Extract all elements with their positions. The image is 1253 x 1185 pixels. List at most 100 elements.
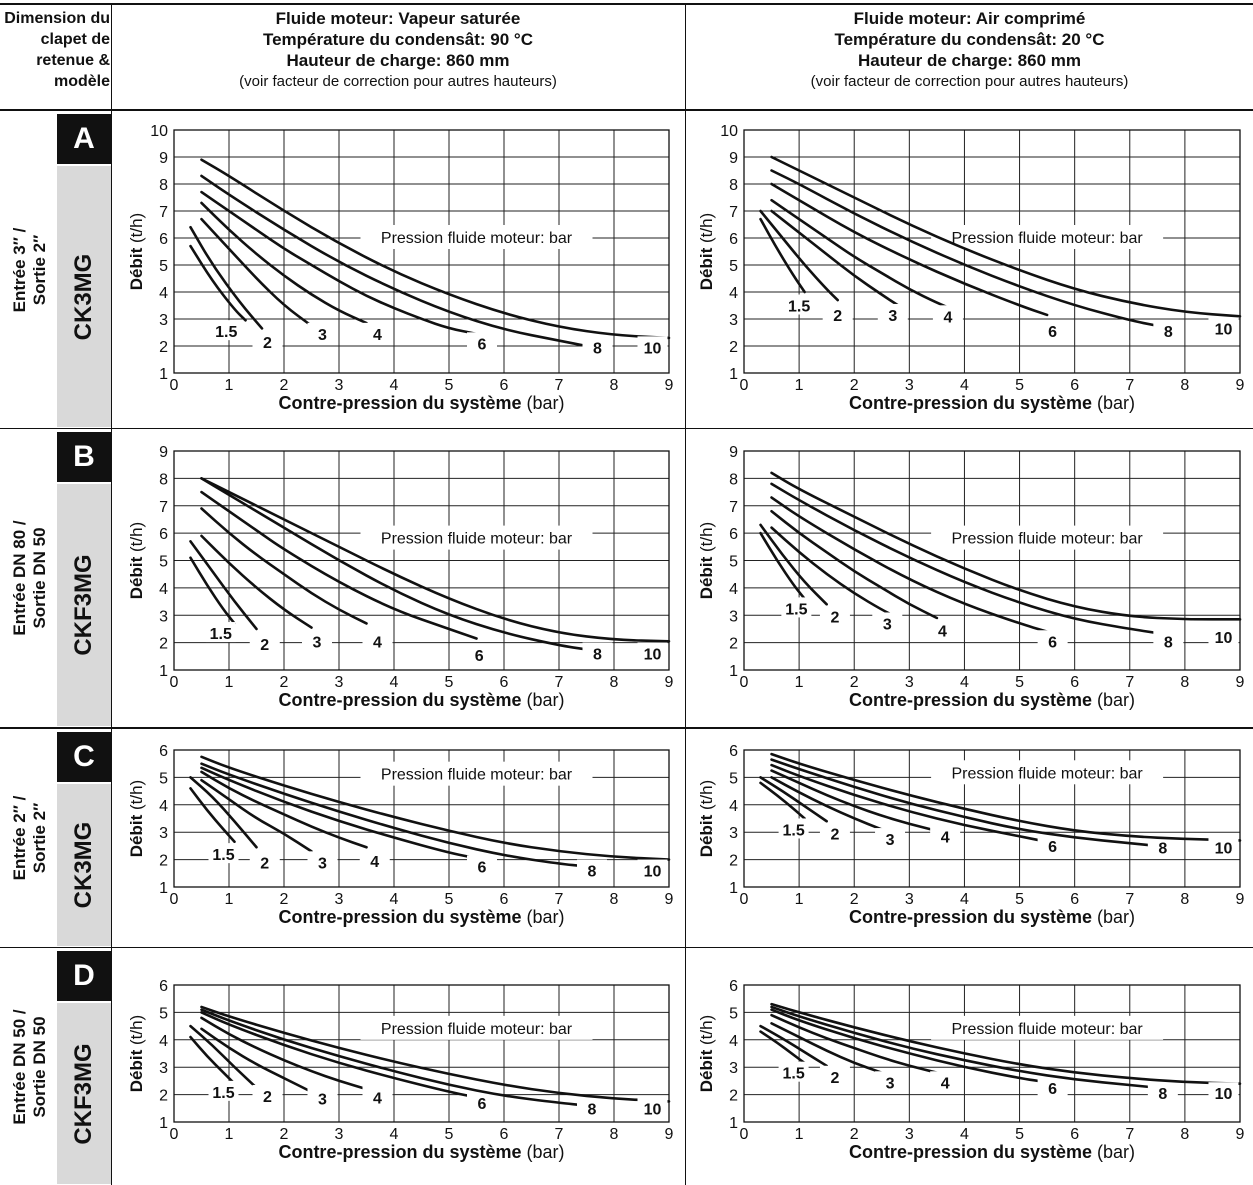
x-axis-label: Contre-pression du système (bar) bbox=[849, 690, 1135, 710]
series-line-3 bbox=[200, 534, 313, 629]
row-letter-d: D bbox=[57, 951, 111, 1001]
series-label-bg bbox=[875, 1071, 906, 1092]
series-label-10: 10 bbox=[644, 340, 662, 357]
x-axis-label-unit: (bar) bbox=[522, 690, 565, 710]
row-letter-c: C bbox=[57, 732, 111, 782]
series-label-bg bbox=[577, 859, 607, 880]
x-tick-label: 4 bbox=[960, 1126, 969, 1143]
row-divider-bc bbox=[0, 727, 1253, 729]
x-tick-label: 8 bbox=[1180, 891, 1189, 908]
y-tick-label: 5 bbox=[159, 770, 168, 787]
y-axis-label-bold: Débit bbox=[127, 814, 146, 857]
y-axis-label-unit: (t/h) bbox=[697, 522, 716, 557]
series-label-1-5: 1.5 bbox=[782, 822, 804, 839]
steam-header-line1: Fluide moteur: Vapeur saturée bbox=[275, 9, 521, 28]
series-line-10 bbox=[770, 471, 1242, 621]
annotation-label: Pression fluide moteur: bar bbox=[952, 230, 1144, 247]
steam-header-line3: Hauteur de charge: 860 mm bbox=[286, 51, 510, 70]
series-label-3: 3 bbox=[886, 1075, 895, 1092]
x-tick-label: 4 bbox=[960, 674, 969, 691]
series-line-2 bbox=[189, 225, 264, 330]
x-tick-label: 5 bbox=[445, 674, 454, 691]
x-tick-label: 6 bbox=[1070, 674, 1079, 691]
x-tick-label: 2 bbox=[280, 891, 289, 908]
y-tick-label: 8 bbox=[729, 177, 738, 194]
series-label-bg bbox=[778, 1061, 809, 1082]
y-tick-label: 7 bbox=[729, 204, 738, 221]
x-axis-label-unit: (bar) bbox=[522, 1142, 565, 1162]
annotation-label: Pression fluide moteur: bar bbox=[952, 531, 1144, 548]
series-label-10: 10 bbox=[1215, 630, 1233, 647]
series-label-3: 3 bbox=[318, 855, 327, 872]
plot-frame bbox=[743, 749, 1241, 888]
air-header-line1: Fluide moteur: Air comprimé bbox=[853, 9, 1086, 28]
series-line-1-5 bbox=[759, 781, 806, 820]
series-line-2 bbox=[189, 1024, 258, 1090]
plot-frame bbox=[173, 129, 670, 374]
series-label-6: 6 bbox=[1048, 1081, 1057, 1098]
x-tick-label: 3 bbox=[335, 891, 344, 908]
series-label-6: 6 bbox=[478, 859, 487, 876]
series-label-bg bbox=[577, 1097, 607, 1118]
series-label-4: 4 bbox=[941, 829, 950, 846]
series-line-4 bbox=[200, 507, 368, 625]
series-label-6: 6 bbox=[1048, 839, 1057, 856]
x-axis-label-bold: Contre-pression du système bbox=[278, 393, 521, 413]
series-line-1-5 bbox=[189, 1035, 236, 1085]
series-line-1-5 bbox=[189, 244, 247, 322]
series-line-1-5 bbox=[759, 531, 806, 601]
series-line-6 bbox=[200, 766, 478, 860]
x-tick-label: 4 bbox=[390, 1126, 399, 1143]
y-tick-label: 5 bbox=[159, 554, 168, 571]
series-label-3: 3 bbox=[883, 616, 892, 633]
y-tick-label: 9 bbox=[159, 444, 168, 461]
series-label-bg bbox=[362, 1086, 393, 1107]
plot-frame bbox=[173, 450, 670, 671]
y-tick-label: 6 bbox=[729, 978, 738, 995]
x-tick-label: 8 bbox=[610, 377, 619, 394]
series-line-8 bbox=[770, 1005, 1159, 1090]
y-tick-label: 6 bbox=[159, 526, 168, 543]
annotation-label: Pression fluide moteur: bar bbox=[381, 230, 573, 247]
x-tick-label: 7 bbox=[1125, 377, 1134, 394]
row-model-box-d: CKF3MG bbox=[57, 1003, 111, 1184]
series-label-bg bbox=[359, 849, 390, 870]
x-tick-label: 0 bbox=[170, 674, 179, 691]
row-divider-cd bbox=[0, 947, 1253, 948]
series-label-bg bbox=[784, 294, 815, 315]
series-label-bg bbox=[1208, 1082, 1239, 1103]
series-line-2 bbox=[189, 776, 258, 849]
annotation-label: Pression fluide moteur: bar bbox=[952, 1021, 1144, 1038]
x-tick-label: 3 bbox=[905, 1126, 914, 1143]
x-tick-label: 7 bbox=[1125, 1126, 1134, 1143]
x-tick-label: 1 bbox=[795, 891, 804, 908]
series-label-8: 8 bbox=[1164, 634, 1173, 651]
plot-frame bbox=[743, 984, 1241, 1123]
series-line-6 bbox=[200, 490, 478, 640]
series-label-bg bbox=[637, 642, 668, 663]
x-tick-label: 9 bbox=[665, 891, 674, 908]
x-tick-label: 2 bbox=[850, 674, 859, 691]
y-tick-label: 1 bbox=[729, 880, 738, 897]
x-tick-label: 4 bbox=[960, 377, 969, 394]
series-label-bg bbox=[819, 822, 850, 843]
series-label-4: 4 bbox=[373, 1090, 382, 1107]
x-tick-label: 1 bbox=[225, 674, 234, 691]
series-label-bg bbox=[1037, 320, 1068, 341]
header-divider bbox=[0, 109, 1253, 111]
y-tick-label: 4 bbox=[159, 798, 168, 815]
x-tick-label: 2 bbox=[850, 891, 859, 908]
x-tick-label: 9 bbox=[1236, 674, 1245, 691]
y-tick-label: 3 bbox=[159, 608, 168, 625]
series-line-10 bbox=[770, 752, 1242, 842]
series-line-10 bbox=[770, 155, 1242, 318]
series-label-bg bbox=[467, 1091, 497, 1112]
series-label-bg bbox=[252, 330, 283, 351]
series-label-bg bbox=[930, 1071, 961, 1092]
row-divider-ab bbox=[0, 428, 1253, 429]
x-axis-label: Contre-pression du système (bar) bbox=[278, 907, 564, 927]
